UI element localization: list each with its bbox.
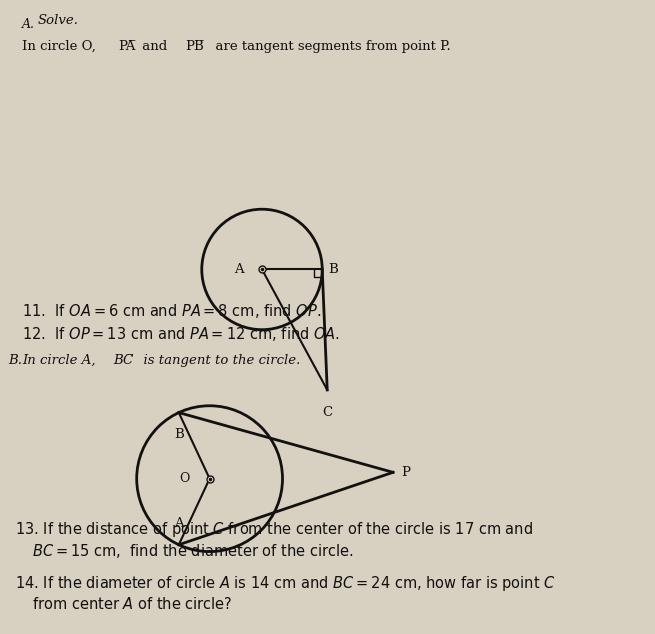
Text: 11.  If $OA = 6$ cm and $PA = 8$ cm, find $OP$.: 11. If $OA = 6$ cm and $PA = 8$ cm, find… [22,302,322,320]
Text: BC̅: BC̅ [113,354,133,367]
Text: PB̅: PB̅ [185,40,204,53]
Text: P: P [401,466,410,479]
Text: 12.  If $OP = 13$ cm and $PA = 12$ cm, find $OA$.: 12. If $OP = 13$ cm and $PA = 12$ cm, fi… [22,325,340,343]
Text: B: B [328,263,338,276]
Text: are tangent segments from point P.: are tangent segments from point P. [207,40,451,53]
Text: A: A [234,263,244,276]
Text: B: B [174,427,183,441]
Text: from center $A$ of the circle?: from center $A$ of the circle? [32,596,233,612]
Text: In circle O,: In circle O, [22,40,104,53]
Text: 13. If the distance of point $C$ from the center of the circle is 17 cm and: 13. If the distance of point $C$ from th… [15,520,533,539]
Text: B.: B. [8,354,22,367]
Text: PA̅: PA̅ [118,40,136,53]
Text: $BC = 15$ cm,  find the diameter of the circle.: $BC = 15$ cm, find the diameter of the c… [32,542,354,560]
Text: 14. If the diameter of circle $A$ is 14 cm and $BC = 24$ cm, how far is point $C: 14. If the diameter of circle $A$ is 14 … [15,574,555,593]
Text: A: A [174,517,183,530]
Text: In circle A,: In circle A, [22,354,104,367]
Text: A.: A. [22,18,35,31]
Text: Solve.: Solve. [38,14,79,27]
Text: is tangent to the circle.: is tangent to the circle. [135,354,301,367]
Text: and: and [138,40,176,53]
Text: O: O [179,472,189,485]
Text: C: C [322,406,332,419]
